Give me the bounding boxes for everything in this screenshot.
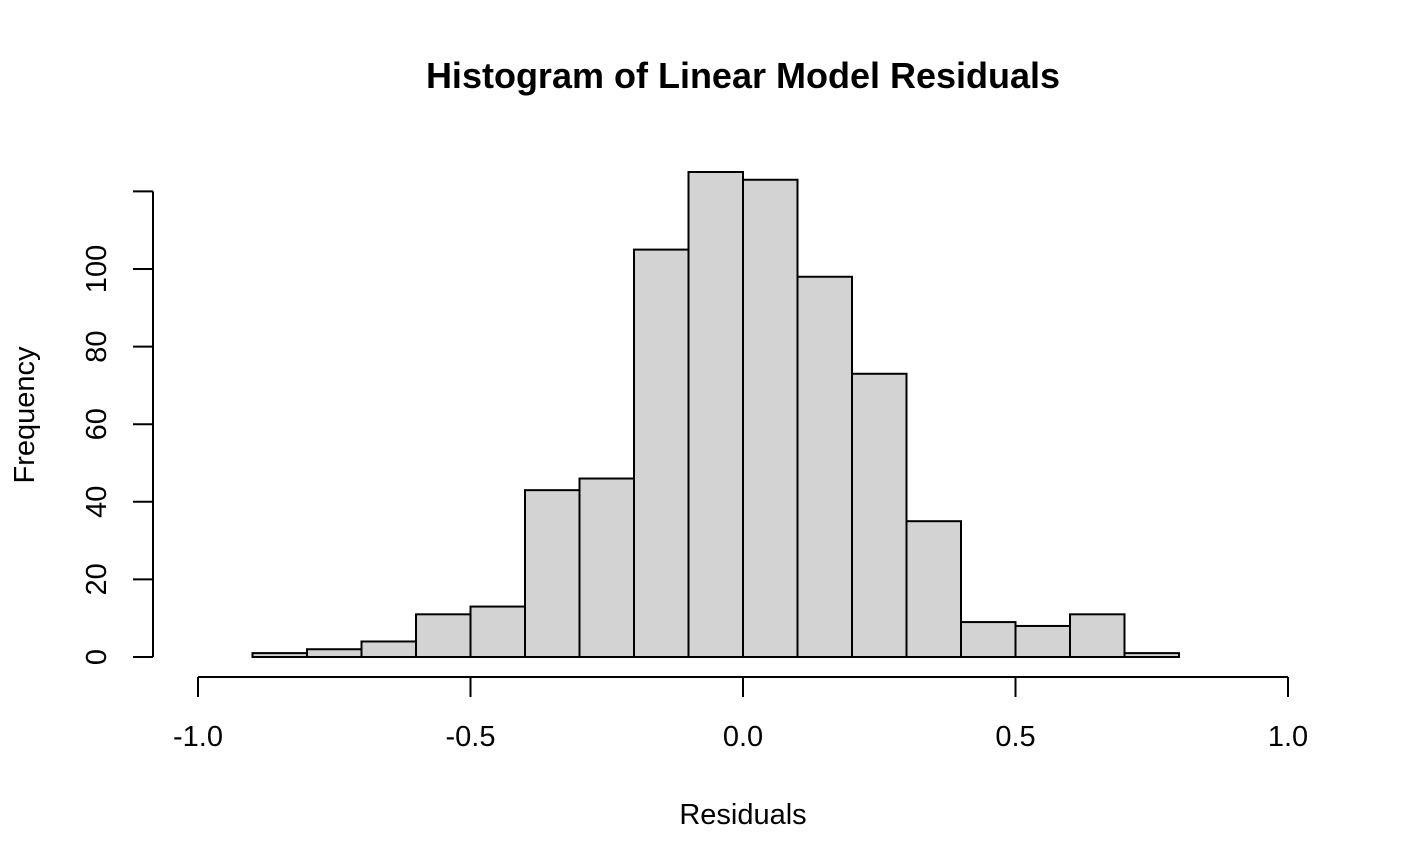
- histogram-bar: [251, 652, 308, 658]
- y-tick-label: 20: [81, 563, 113, 595]
- histogram-bars: [251, 171, 1180, 659]
- histogram-bar: [469, 605, 526, 658]
- x-tick-label: 1.0: [1268, 721, 1308, 753]
- histogram-bar: [960, 621, 1017, 659]
- histogram-bar: [687, 171, 744, 658]
- histogram-bar: [578, 477, 635, 658]
- chart-title: Histogram of Linear Model Residuals: [426, 55, 1060, 96]
- y-tick-label: 100: [81, 245, 113, 293]
- histogram-bar: [1014, 624, 1071, 659]
- histogram-bar: [415, 613, 472, 659]
- histogram-bar: [1069, 613, 1126, 659]
- y-axis: 0 20 40 60 80 100: [81, 190, 154, 665]
- histogram-bar: [633, 248, 690, 658]
- x-axis: -1.0 -0.5 0.0 0.5 1.0: [173, 676, 1308, 753]
- x-axis-label: Residuals: [679, 799, 806, 831]
- histogram-bar: [1123, 652, 1180, 658]
- histogram-bar: [360, 640, 417, 658]
- y-tick-label: 40: [81, 486, 113, 518]
- y-axis-label: Frequency: [9, 346, 41, 484]
- histogram-bar: [851, 372, 908, 658]
- histogram-bar: [796, 275, 853, 658]
- histogram-bar: [905, 520, 962, 659]
- y-tick-label: 60: [81, 408, 113, 440]
- histogram-bar: [524, 489, 581, 658]
- y-tick-label: 0: [81, 649, 113, 665]
- x-tick-label: 0.0: [723, 721, 763, 753]
- x-tick-label: 0.5: [995, 721, 1035, 753]
- histogram-bar: [742, 178, 799, 658]
- x-tick-label: -0.5: [446, 721, 496, 753]
- y-tick-label: 80: [81, 330, 113, 362]
- histogram-bar: [306, 648, 363, 658]
- x-tick-label: -1.0: [173, 721, 223, 753]
